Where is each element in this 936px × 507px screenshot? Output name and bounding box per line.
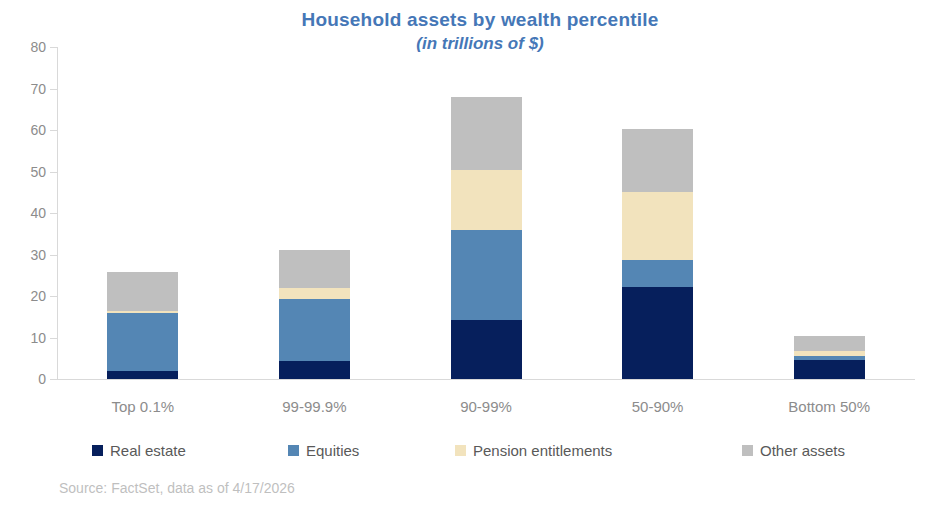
bar-segment-real-estate [279,361,350,379]
y-tick-label: 20 [12,288,46,304]
y-tick-mark [50,379,57,380]
legend-item-pension-entitlements: Pension entitlements [455,441,612,459]
y-tick-mark [50,296,57,297]
y-tick-mark [50,47,57,48]
bar-segment-pension-entitlements [451,170,522,230]
bar-segment-real-estate [794,360,865,379]
x-category-label: 90-99% [400,398,572,415]
x-category-label: 99-99.9% [229,398,401,415]
y-tick-mark [50,89,57,90]
bar-segment-equities [451,230,522,320]
bar-segment-other-assets [622,129,693,192]
bar-segment-other-assets [451,97,522,170]
bar-segment-equities [279,299,350,361]
bar-segment-other-assets [279,250,350,288]
y-tick-label: 50 [12,164,46,180]
bar-segment-equities [107,313,178,371]
legend-item-equities: Equities [288,441,359,459]
x-category-label: Top 0.1% [57,398,229,415]
y-tick-label: 10 [12,330,46,346]
y-tick-label: 40 [12,205,46,221]
legend-swatch-icon [742,445,753,456]
y-axis-line [57,47,58,379]
legend-label: Equities [306,442,359,459]
y-tick-mark [50,255,57,256]
y-tick-label: 30 [12,247,46,263]
y-tick-mark [50,213,57,214]
legend-label: Real estate [110,442,186,459]
legend-label: Other assets [760,442,845,459]
y-tick-mark [50,338,57,339]
x-category-label: 50-90% [572,398,744,415]
source-note: Source: FactSet, data as of 4/17/2026 [59,480,295,496]
chart-canvas: Household assets by wealth percentile (i… [0,0,936,507]
legend-item-real-estate: Real estate [92,441,186,459]
bar-segment-pension-entitlements [279,288,350,299]
chart-subtitle: (in trillions of $) [24,34,936,54]
y-tick-mark [50,172,57,173]
x-category-label: Bottom 50% [743,398,915,415]
bar-segment-pension-entitlements [107,311,178,313]
bar-segment-pension-entitlements [794,351,865,356]
y-tick-label: 0 [12,371,46,387]
y-tick-label: 60 [12,122,46,138]
bar-segment-equities [794,356,865,360]
chart-title: Household assets by wealth percentile [24,9,936,31]
bar-segment-real-estate [107,371,178,379]
x-axis-line [57,379,915,380]
bar-segment-other-assets [107,272,178,310]
legend-swatch-icon [92,445,103,456]
bar-segment-equities [622,260,693,287]
y-tick-label: 80 [12,39,46,55]
bar-segment-other-assets [794,336,865,351]
y-tick-label: 70 [12,81,46,97]
bar-segment-real-estate [622,287,693,379]
legend-swatch-icon [288,445,299,456]
legend-swatch-icon [455,445,466,456]
y-tick-mark [50,130,57,131]
legend-label: Pension entitlements [473,442,612,459]
bar-segment-pension-entitlements [622,192,693,260]
bar-segment-real-estate [451,320,522,379]
legend-item-other-assets: Other assets [742,441,845,459]
